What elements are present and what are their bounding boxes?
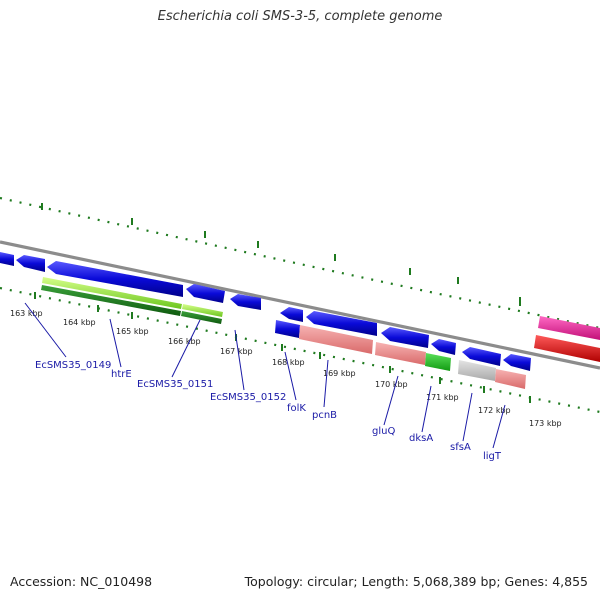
- cds-feature: [230, 294, 261, 310]
- gene-feature: [182, 304, 223, 317]
- gene-feature: [458, 360, 496, 381]
- accession-label: Accession: NC_010498: [10, 574, 153, 589]
- tick-label: 164 kbp: [63, 318, 96, 327]
- cds-feature: [538, 316, 600, 340]
- cds-feature: [381, 327, 429, 348]
- gene-label: EcSMS35_0151: [137, 379, 213, 390]
- cds-feature: [431, 339, 456, 355]
- backbone-outer: [0, 240, 600, 370]
- gene-label: sfsA: [450, 442, 471, 453]
- cds-feature: [186, 284, 225, 303]
- cds-feature: [534, 335, 600, 362]
- cds-feature: [275, 320, 300, 338]
- gene-feature: [375, 342, 426, 365]
- tick-label: 163 kbp: [10, 309, 43, 318]
- tick-label: 171 kbp: [426, 393, 459, 402]
- gene-feature: [495, 369, 526, 389]
- map-title: Escherichia coli SMS-3-5, complete genom…: [157, 9, 443, 24]
- label-leaders: [24, 302, 506, 449]
- cds-feature: [16, 255, 45, 272]
- gene-label: folK: [287, 403, 306, 414]
- tick-label: 172 kbp: [478, 406, 511, 415]
- backbone-inner: [0, 244, 600, 372]
- cds-feature: [462, 347, 501, 366]
- genome-summary: Topology: circular; Length: 5,068,389 bp…: [244, 574, 588, 589]
- outer-dotted-track: [0, 196, 600, 330]
- tick-label: 169 kbp: [323, 369, 356, 378]
- gene-label: dksA: [409, 433, 433, 444]
- gene-label: gluQ: [372, 426, 395, 437]
- tick-label: 173 kbp: [529, 419, 562, 428]
- inner-track-peaks: [34, 292, 531, 403]
- cds-feature: [47, 261, 183, 297]
- cds-feature: [306, 311, 377, 336]
- cds-feature: [503, 354, 531, 371]
- cds-feature: [280, 307, 303, 322]
- gene-feature: [299, 325, 373, 354]
- gene-label: EcSMS35_0152: [210, 392, 286, 403]
- cds-feature: [0, 252, 14, 266]
- gene-feature: [425, 353, 451, 371]
- gene-label: pcnB: [312, 410, 337, 421]
- gene-label: ligT: [483, 451, 502, 462]
- outer-track-peaks: [41, 203, 521, 306]
- tick-label: 170 kbp: [375, 380, 408, 389]
- tick-label: 165 kbp: [116, 327, 149, 336]
- tick-label: 167 kbp: [220, 347, 253, 356]
- gene-feature: [181, 311, 222, 324]
- gene-label: htrE: [111, 369, 132, 380]
- gene-feature: [41, 285, 181, 316]
- gene-label: EcSMS35_0149: [35, 360, 111, 371]
- gene-feature: [42, 277, 182, 309]
- tick-label: 166 kbp: [168, 337, 201, 346]
- tick-label: 168 kbp: [272, 358, 305, 367]
